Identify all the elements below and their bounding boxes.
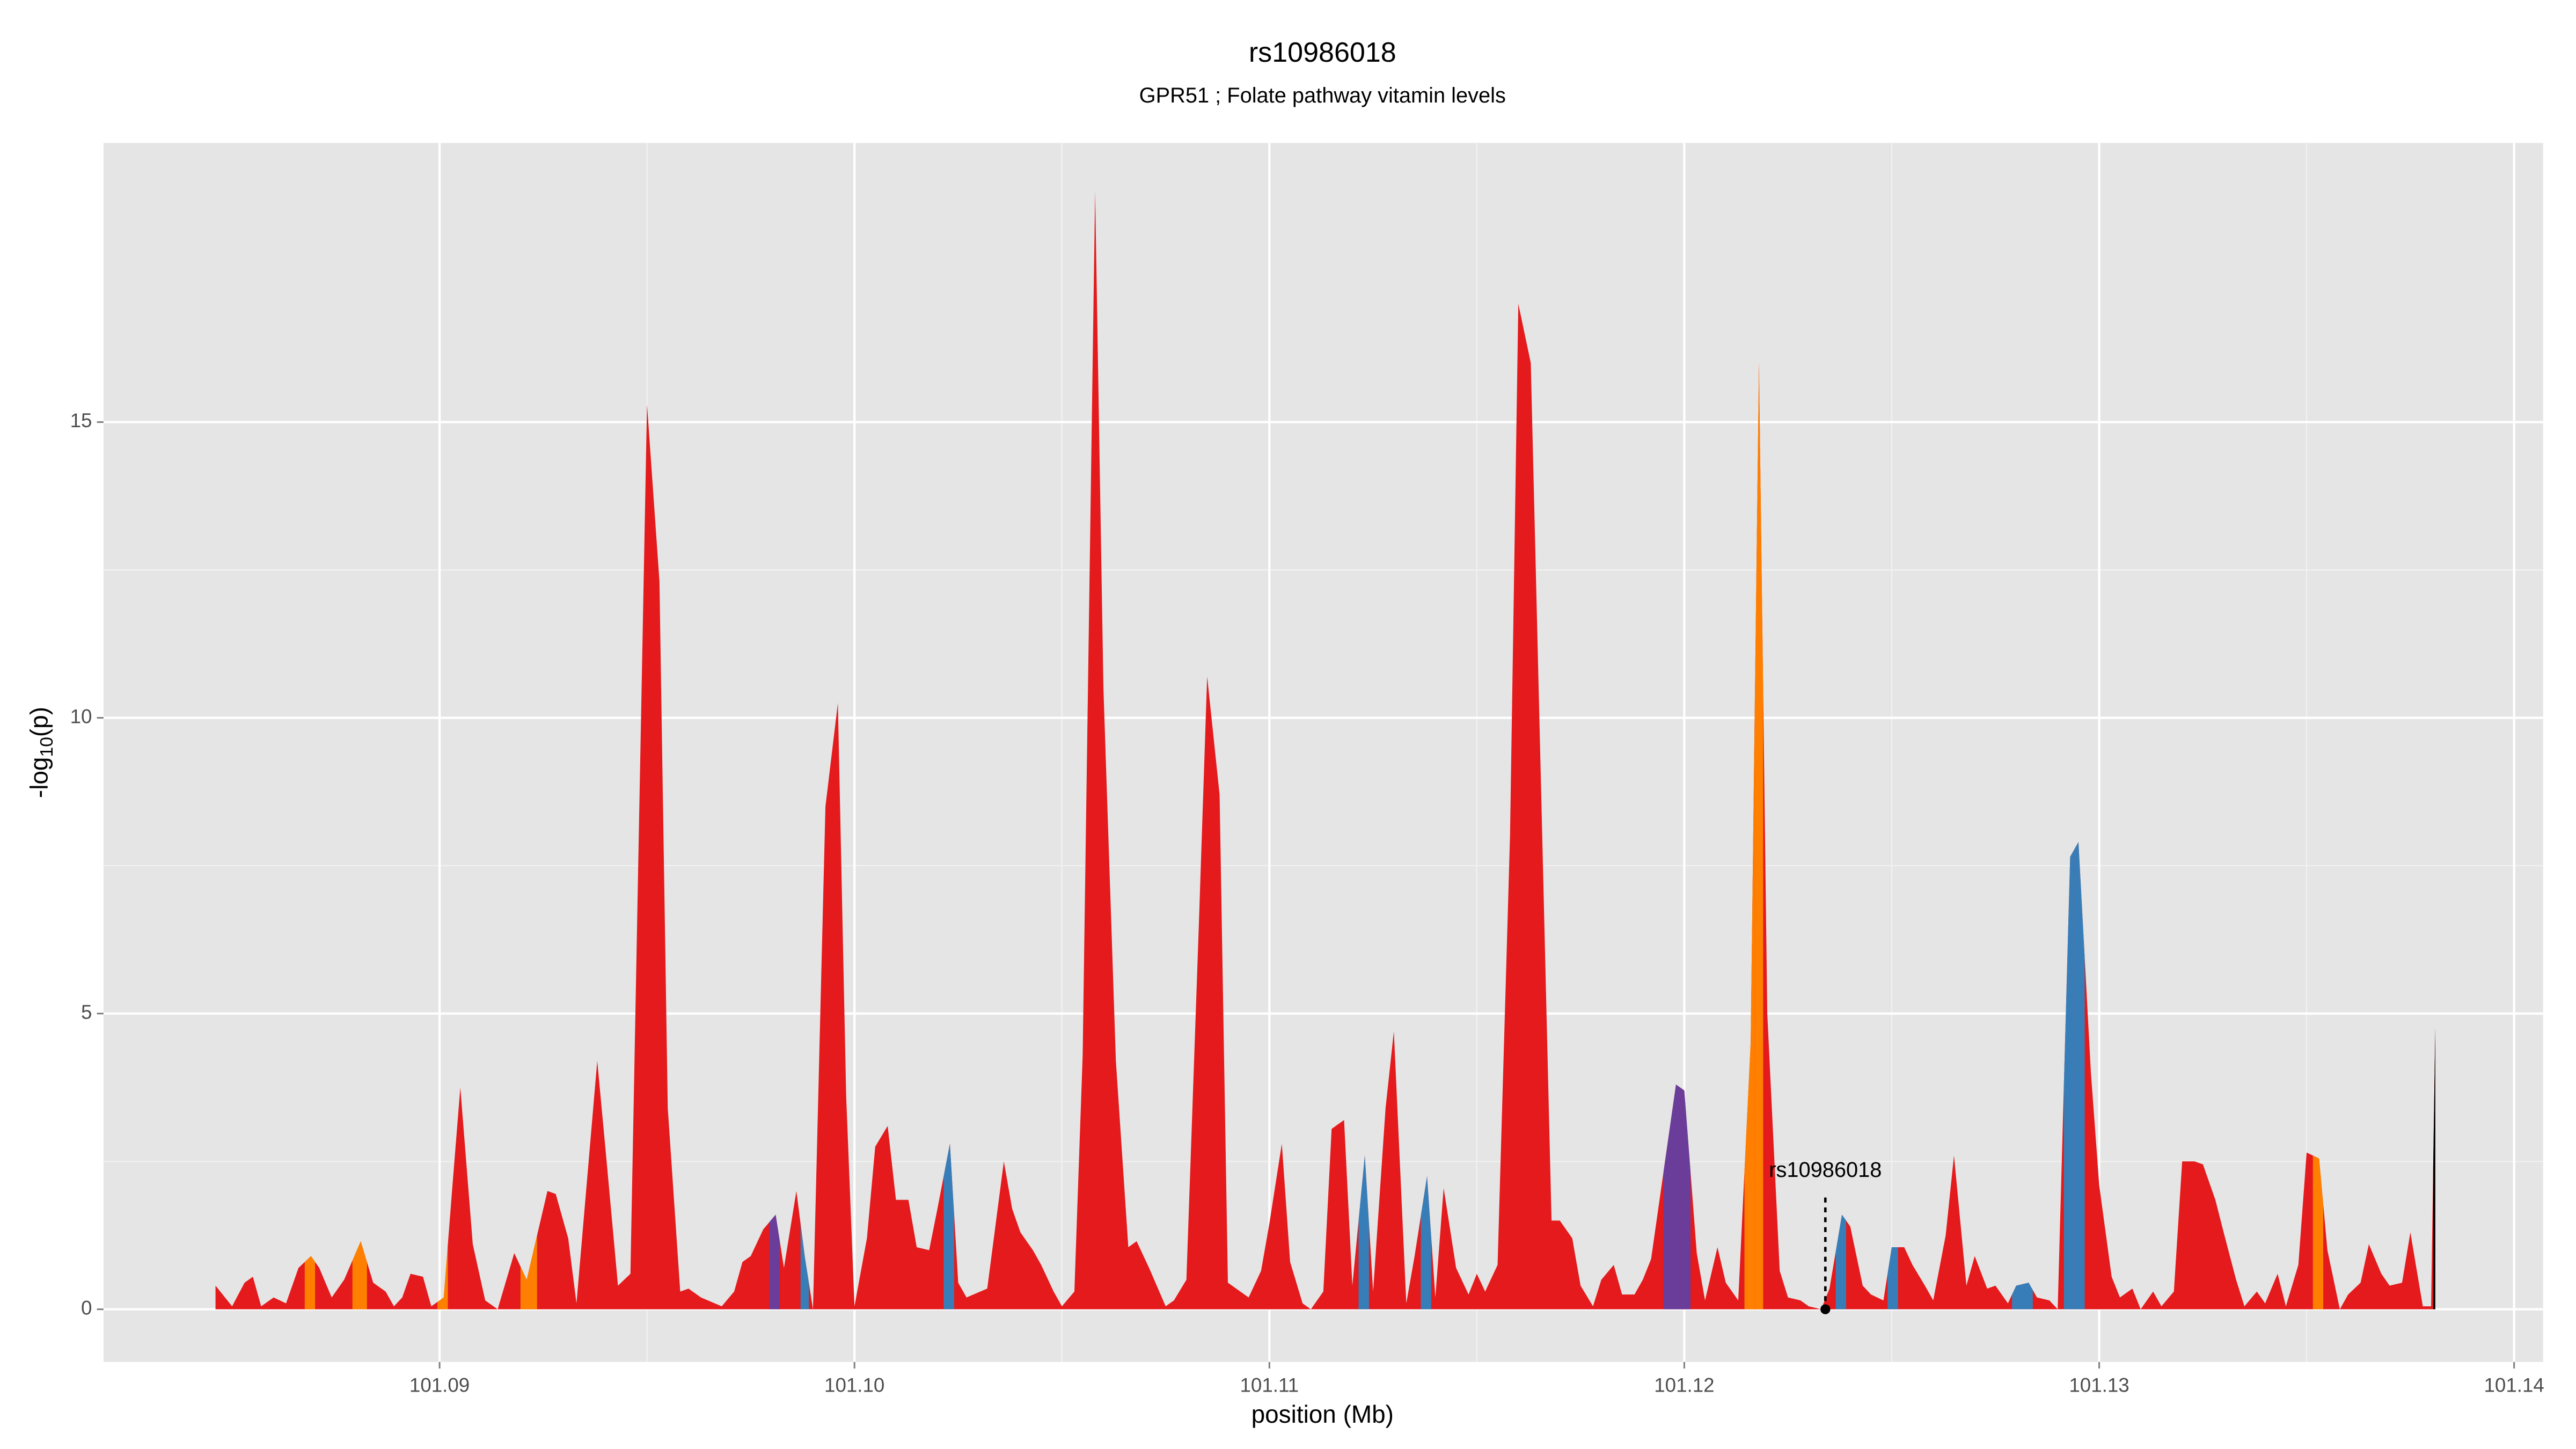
highlight-segment — [2022, 1283, 2033, 1309]
highlight-segment — [1754, 363, 1763, 1309]
y-label-part: -log — [25, 757, 53, 799]
highlight-segment — [2063, 849, 2075, 1309]
highlight-segment — [1358, 1155, 1369, 1309]
annotation-point — [1820, 1304, 1831, 1314]
highlight-segment — [520, 1235, 537, 1309]
y-label-part: (p) — [25, 707, 53, 737]
highlight-segment — [800, 1223, 809, 1309]
highlight-segment — [2074, 842, 2085, 1309]
x-tick-label: 101.13 — [2069, 1374, 2129, 1396]
x-tick-label: 101.14 — [2484, 1374, 2544, 1396]
x-axis-label: position (Mb) — [1252, 1400, 1394, 1428]
highlight-segment — [1680, 1087, 1691, 1309]
chart-title: rs10986018 — [1249, 37, 1396, 68]
x-tick-label: 101.12 — [1654, 1374, 1714, 1396]
highlight-segment — [2312, 1155, 2324, 1309]
y-axis-label: -log10(p) — [25, 707, 57, 798]
highlight-segment — [304, 1256, 316, 1309]
highlight-segment — [943, 1144, 954, 1309]
y-label-subscript: 10 — [37, 737, 57, 757]
highlight-segment — [1744, 703, 1755, 1309]
y-tick-label: 15 — [70, 409, 92, 431]
chart-subtitle: GPR51 ; Folate pathway vitamin levels — [1139, 84, 1506, 107]
highlight-segment — [1421, 1176, 1431, 1309]
highlight-segment — [1835, 1214, 1846, 1309]
y-tick-label: 0 — [81, 1297, 92, 1319]
x-tick-label: 101.10 — [824, 1374, 884, 1396]
plot-panel — [103, 143, 2543, 1362]
y-tick-label: 5 — [81, 1001, 92, 1023]
x-tick-label: 101.11 — [1240, 1374, 1299, 1396]
highlight-segment — [1663, 1084, 1680, 1309]
x-tick-label: 101.09 — [409, 1374, 470, 1396]
highlight-segment — [352, 1241, 367, 1309]
highlight-segment — [2433, 1028, 2435, 1309]
area — [215, 191, 2435, 1309]
highlight-segment — [2012, 1284, 2023, 1309]
annotation-label: rs10986018 — [1769, 1158, 1882, 1182]
highlight-segment — [769, 1214, 780, 1309]
y-tick-label: 10 — [70, 705, 92, 727]
highlight-segment — [437, 1244, 448, 1309]
highlight-segment — [1887, 1247, 1898, 1309]
